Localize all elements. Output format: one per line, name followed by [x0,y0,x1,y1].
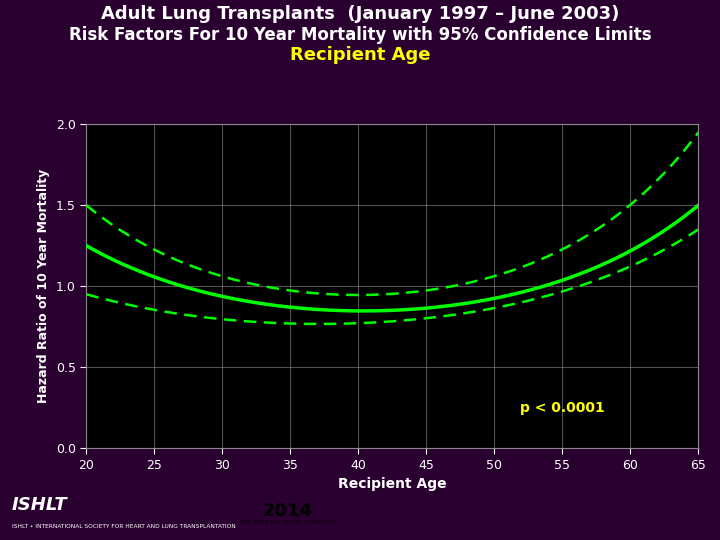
Text: JHLT. 2014 Oct; 33(10): 1009-1024: JHLT. 2014 Oct; 33(10): 1009-1024 [240,519,336,525]
Text: Adult Lung Transplants  (January 1997 – June 2003): Adult Lung Transplants (January 1997 – J… [101,5,619,23]
Text: ISHLT • INTERNATIONAL SOCIETY FOR HEART AND LUNG TRANSPLANTATION: ISHLT • INTERNATIONAL SOCIETY FOR HEART … [12,524,236,529]
Text: Recipient Age: Recipient Age [289,46,431,64]
Text: p < 0.0001: p < 0.0001 [520,401,605,415]
X-axis label: Recipient Age: Recipient Age [338,477,446,491]
Y-axis label: Hazard Ratio of 10 Year Mortality: Hazard Ratio of 10 Year Mortality [37,169,50,403]
Text: ISHLT: ISHLT [12,496,68,514]
Text: Risk Factors For 10 Year Mortality with 95% Confidence Limits: Risk Factors For 10 Year Mortality with … [68,26,652,44]
Text: 2014: 2014 [263,502,313,519]
